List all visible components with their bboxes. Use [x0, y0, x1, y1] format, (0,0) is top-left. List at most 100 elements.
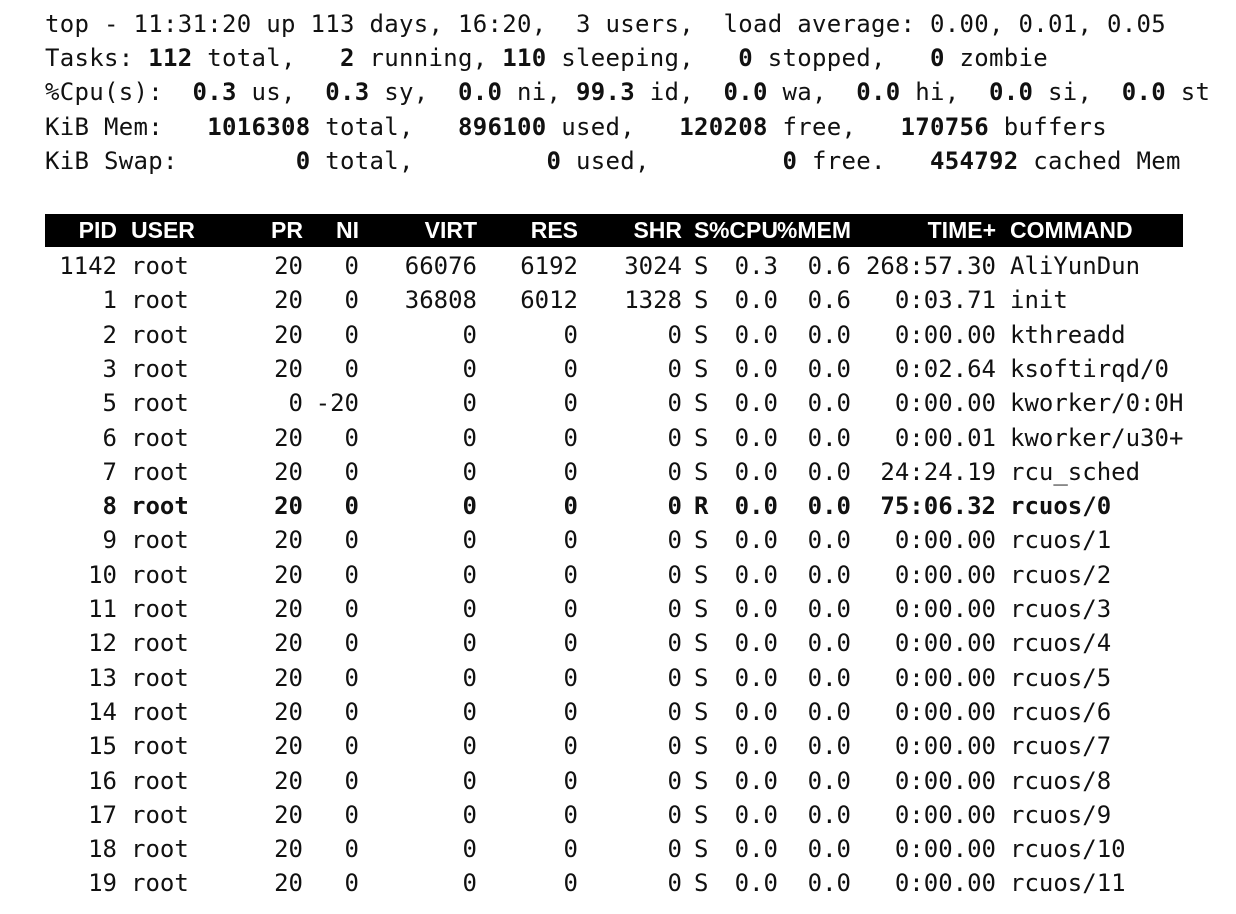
cell-cpu: 0.0 — [734, 698, 778, 726]
cell-time: 0:02.64 — [894, 355, 996, 383]
cell-res: 0 — [563, 389, 578, 417]
cell-virt: 0 — [462, 732, 477, 760]
cell-state: S — [694, 321, 709, 349]
swap-used: 0 — [546, 147, 562, 175]
cell-user: root — [131, 286, 189, 314]
cell-res: 0 — [563, 561, 578, 589]
cell-mem: 0.0 — [807, 664, 851, 692]
cell-time: 0:00.00 — [894, 526, 996, 554]
swap-line: KiB Swap: 0 total, 0 used, 0 free. 45479… — [45, 144, 1181, 178]
cell-pid: 3 — [102, 355, 117, 383]
process-row[interactable]: 7 root 20 0 0 0 0 S 0.0 0.0 24:24.19 rcu_sched — [0, 455, 1236, 489]
process-row[interactable]: 13 root 20 0 0 0 0 S 0.0 0.0 0:00.00 rcuos/5 — [0, 661, 1236, 695]
cell-res: 0 — [563, 458, 578, 486]
cell-pid: 10 — [88, 561, 117, 589]
cell-state: S — [694, 286, 709, 314]
cell-ni: 0 — [344, 492, 359, 520]
cell-pr: 20 — [274, 321, 303, 349]
process-row[interactable]: 1 root 20 0 36808 6012 1328 S 0.0 0.6 0:03.71 init — [0, 283, 1236, 317]
process-row[interactable]: 11 root 20 0 0 0 0 S 0.0 0.0 0:00.00 rcuos/3 — [0, 592, 1236, 626]
cell-pid: 15 — [88, 732, 117, 760]
cell-virt: 0 — [462, 767, 477, 795]
cell-pr: 20 — [274, 492, 303, 520]
cell-mem: 0.0 — [807, 732, 851, 760]
cell-user: root — [131, 835, 189, 863]
cell-res: 0 — [563, 595, 578, 623]
cell-time: 24:24.19 — [880, 458, 996, 486]
mem-free: 120208 — [679, 113, 768, 141]
process-row[interactable]: 18 root 20 0 0 0 0 S 0.0 0.0 0:00.00 rcuos/10 — [0, 832, 1236, 866]
column-header-res: RES — [530, 217, 578, 243]
process-row[interactable]: 6 root 20 0 0 0 0 S 0.0 0.0 0:00.01 kworker/u30+ — [0, 421, 1236, 455]
cell-pid: 18 — [88, 835, 117, 863]
process-row[interactable]: 12 root 20 0 0 0 0 S 0.0 0.0 0:00.00 rcuos/4 — [0, 626, 1236, 660]
process-row[interactable]: 8 root 20 0 0 0 0 R 0.0 0.0 75:06.32 rcuos/0 — [0, 489, 1236, 523]
cell-state: S — [694, 869, 709, 897]
process-row[interactable]: 19 root 20 0 0 0 0 S 0.0 0.0 0:00.00 rcuos/11 — [0, 866, 1236, 900]
mem-used-label: used, — [546, 113, 680, 141]
cell-time: 75:06.32 — [880, 492, 996, 520]
cell-res: 0 — [563, 664, 578, 692]
cell-pr: 20 — [274, 424, 303, 452]
cell-mem: 0.0 — [807, 526, 851, 554]
cpu-wa: 0.0 — [723, 78, 768, 106]
process-row[interactable]: 16 root 20 0 0 0 0 S 0.0 0.0 0:00.00 rcuos/8 — [0, 764, 1236, 798]
cpu-hi-label: hi, — [900, 78, 989, 106]
cell-ni: 0 — [344, 698, 359, 726]
cell-mem: 0.0 — [807, 492, 851, 520]
cell-pid: 16 — [88, 767, 117, 795]
cpu-st: 0.0 — [1121, 78, 1166, 106]
tasks-sleeping: 110 — [502, 44, 547, 72]
process-row[interactable]: 15 root 20 0 0 0 0 S 0.0 0.0 0:00.00 rcuos/7 — [0, 729, 1236, 763]
cell-pid: 14 — [88, 698, 117, 726]
cell-command: kworker/u30+ — [1010, 424, 1184, 452]
cell-mem: 0.0 — [807, 835, 851, 863]
cell-ni: 0 — [344, 801, 359, 829]
process-table-header — [45, 214, 1183, 247]
cpu-line: %Cpu(s): 0.3 us, 0.3 sy, 0.0 ni, 99.3 id… — [45, 75, 1210, 109]
cell-mem: 0.6 — [807, 252, 851, 280]
cpu-si-label: si, — [1033, 78, 1122, 106]
process-row[interactable]: 14 root 20 0 0 0 0 S 0.0 0.0 0:00.00 rcuos/6 — [0, 695, 1236, 729]
swap-total: 0 — [295, 147, 311, 175]
process-row[interactable]: 10 root 20 0 0 0 0 S 0.0 0.0 0:00.00 rcuos/2 — [0, 558, 1236, 592]
cell-command: rcuos/4 — [1010, 629, 1112, 657]
cell-res: 0 — [563, 732, 578, 760]
process-row[interactable]: 2 root 20 0 0 0 0 S 0.0 0.0 0:00.00 kthreadd — [0, 318, 1236, 352]
cell-ni: 0 — [344, 561, 359, 589]
cell-time: 0:00.00 — [894, 767, 996, 795]
cell-user: root — [131, 355, 189, 383]
cell-ni: 0 — [344, 355, 359, 383]
cell-mem: 0.0 — [807, 321, 851, 349]
cell-pid: 17 — [88, 801, 117, 829]
process-row[interactable]: 9 root 20 0 0 0 0 S 0.0 0.0 0:00.00 rcuos/1 — [0, 523, 1236, 557]
cell-virt: 0 — [462, 561, 477, 589]
tasks-total: 112 — [148, 44, 193, 72]
process-row[interactable]: 1142 root 20 0 66076 6192 3024 S 0.3 0.6 268:57.30… — [0, 249, 1236, 283]
swap-total-label: total, — [310, 147, 547, 175]
tasks-zombie-label: zombie — [944, 44, 1048, 72]
cell-res: 6192 — [520, 252, 578, 280]
process-row[interactable]: 17 root 20 0 0 0 0 S 0.0 0.0 0:00.00 rcuos/9 — [0, 798, 1236, 832]
tasks-sleeping-label: sleeping, — [546, 44, 739, 72]
cell-shr: 0 — [667, 424, 682, 452]
cell-pid: 19 — [88, 869, 117, 897]
swap-free: 0 — [782, 147, 798, 175]
cell-ni: 0 — [344, 526, 359, 554]
cell-ni: 0 — [344, 252, 359, 280]
cell-user: root — [131, 492, 189, 520]
mem-buffers: 170756 — [900, 113, 989, 141]
cell-ni: 0 — [344, 424, 359, 452]
cpu-wa-label: wa, — [767, 78, 857, 106]
cell-shr: 0 — [667, 767, 682, 795]
cell-res: 0 — [563, 629, 578, 657]
cell-pr: 20 — [274, 835, 303, 863]
cell-time: 0:00.00 — [894, 629, 996, 657]
cell-virt: 0 — [462, 526, 477, 554]
cpu-ni-label: ni, — [502, 78, 576, 106]
process-row[interactable]: 5 root 0 -20 0 0 0 S 0.0 0.0 0:00.00 kworker/0:0H — [0, 386, 1236, 420]
load-average: 0.00, 0.01, 0.05 — [929, 10, 1166, 38]
cell-pr: 20 — [274, 458, 303, 486]
process-row[interactable]: 3 root 20 0 0 0 0 S 0.0 0.0 0:02.64 ksoftirqd/0 — [0, 352, 1236, 386]
